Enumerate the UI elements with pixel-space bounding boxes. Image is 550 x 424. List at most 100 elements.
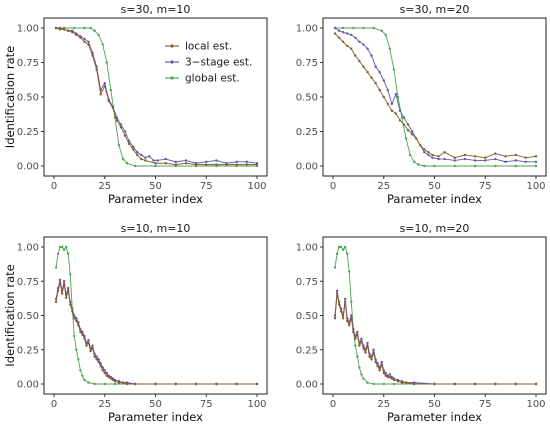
data-point bbox=[255, 382, 259, 386]
data-point bbox=[123, 130, 127, 133]
data-point bbox=[103, 84, 106, 88]
data-point bbox=[356, 330, 359, 334]
data-point bbox=[388, 373, 392, 376]
data-point bbox=[121, 381, 125, 384]
data-point bbox=[64, 245, 68, 249]
data-point bbox=[370, 358, 373, 361]
data-point bbox=[56, 252, 60, 256]
data-point bbox=[404, 137, 408, 140]
data-point bbox=[71, 310, 74, 313]
data-point bbox=[341, 26, 345, 30]
data-point bbox=[341, 317, 345, 320]
data-point bbox=[341, 30, 345, 34]
legend-marker bbox=[170, 44, 174, 48]
data-point bbox=[346, 252, 349, 256]
series-line bbox=[334, 27, 536, 163]
series-global-est bbox=[333, 245, 538, 386]
y-tick-label: 0.00 bbox=[296, 162, 318, 173]
data-point bbox=[215, 163, 218, 166]
data-point bbox=[360, 340, 363, 343]
panel-title: s=30, m=20 bbox=[400, 3, 470, 16]
data-point bbox=[534, 164, 538, 168]
data-point bbox=[93, 382, 96, 386]
x-tick-label: 75 bbox=[479, 181, 492, 192]
data-point bbox=[423, 148, 426, 151]
data-point bbox=[134, 164, 137, 168]
legend-item: local est. bbox=[165, 41, 232, 53]
data-point bbox=[494, 152, 497, 155]
x-tick-label: 50 bbox=[428, 399, 441, 410]
data-point bbox=[378, 88, 381, 92]
data-point bbox=[115, 119, 119, 122]
data-point bbox=[433, 382, 436, 386]
data-point bbox=[392, 68, 396, 71]
data-point bbox=[427, 151, 430, 154]
data-point bbox=[380, 363, 383, 367]
data-point bbox=[67, 29, 70, 32]
x-tick-label: 50 bbox=[149, 181, 162, 192]
data-point bbox=[366, 70, 369, 74]
data-point bbox=[154, 162, 157, 165]
x-tick-label: 0 bbox=[51, 181, 57, 192]
data-point bbox=[394, 112, 398, 115]
data-point bbox=[164, 162, 167, 165]
data-point bbox=[60, 245, 64, 249]
data-point bbox=[473, 382, 477, 386]
panel-title: s=10, m=10 bbox=[121, 222, 191, 235]
data-point bbox=[514, 164, 517, 168]
data-point bbox=[431, 156, 434, 159]
data-point bbox=[54, 26, 58, 30]
series-line bbox=[334, 246, 536, 385]
data-point bbox=[64, 296, 68, 299]
data-point bbox=[83, 337, 86, 340]
data-point bbox=[107, 99, 111, 103]
data-point bbox=[360, 373, 363, 376]
series-3-stage-est bbox=[333, 289, 538, 386]
data-point bbox=[119, 123, 123, 126]
data-point bbox=[534, 155, 538, 158]
data-point bbox=[131, 148, 135, 151]
data-point bbox=[85, 344, 88, 347]
data-point bbox=[235, 163, 238, 166]
data-point bbox=[378, 369, 381, 372]
data-point bbox=[437, 157, 440, 161]
data-point bbox=[127, 142, 131, 146]
data-point bbox=[113, 382, 117, 386]
data-point bbox=[398, 109, 402, 113]
y-axis-title: Identification rate bbox=[3, 46, 17, 148]
y-tick-label: 0.25 bbox=[17, 345, 39, 356]
data-point bbox=[473, 159, 477, 162]
data-point bbox=[136, 151, 139, 154]
data-point bbox=[111, 106, 115, 110]
series-line bbox=[335, 27, 536, 167]
data-point bbox=[390, 102, 394, 106]
data-point bbox=[362, 43, 365, 46]
data-point bbox=[423, 151, 426, 154]
data-point bbox=[337, 303, 341, 306]
data-point bbox=[75, 348, 78, 351]
data-point bbox=[388, 47, 392, 50]
data-point bbox=[215, 159, 218, 162]
data-point bbox=[105, 61, 108, 64]
data-point bbox=[453, 164, 456, 168]
data-point bbox=[131, 145, 135, 148]
data-point bbox=[83, 26, 86, 30]
data-point bbox=[362, 26, 365, 30]
x-tick-label: 0 bbox=[51, 399, 57, 410]
legend-marker bbox=[170, 76, 174, 80]
data-point bbox=[154, 164, 157, 168]
data-point bbox=[105, 371, 108, 375]
data-point bbox=[384, 33, 387, 37]
data-point bbox=[354, 54, 357, 57]
data-point bbox=[402, 116, 406, 119]
data-point bbox=[386, 375, 390, 379]
data-point bbox=[433, 164, 436, 168]
data-point bbox=[380, 360, 383, 364]
data-point bbox=[87, 381, 90, 384]
x-tick-label: 25 bbox=[377, 181, 390, 192]
data-point bbox=[343, 245, 347, 249]
data-point bbox=[453, 156, 456, 159]
data-point bbox=[152, 159, 155, 162]
data-point bbox=[174, 163, 177, 166]
